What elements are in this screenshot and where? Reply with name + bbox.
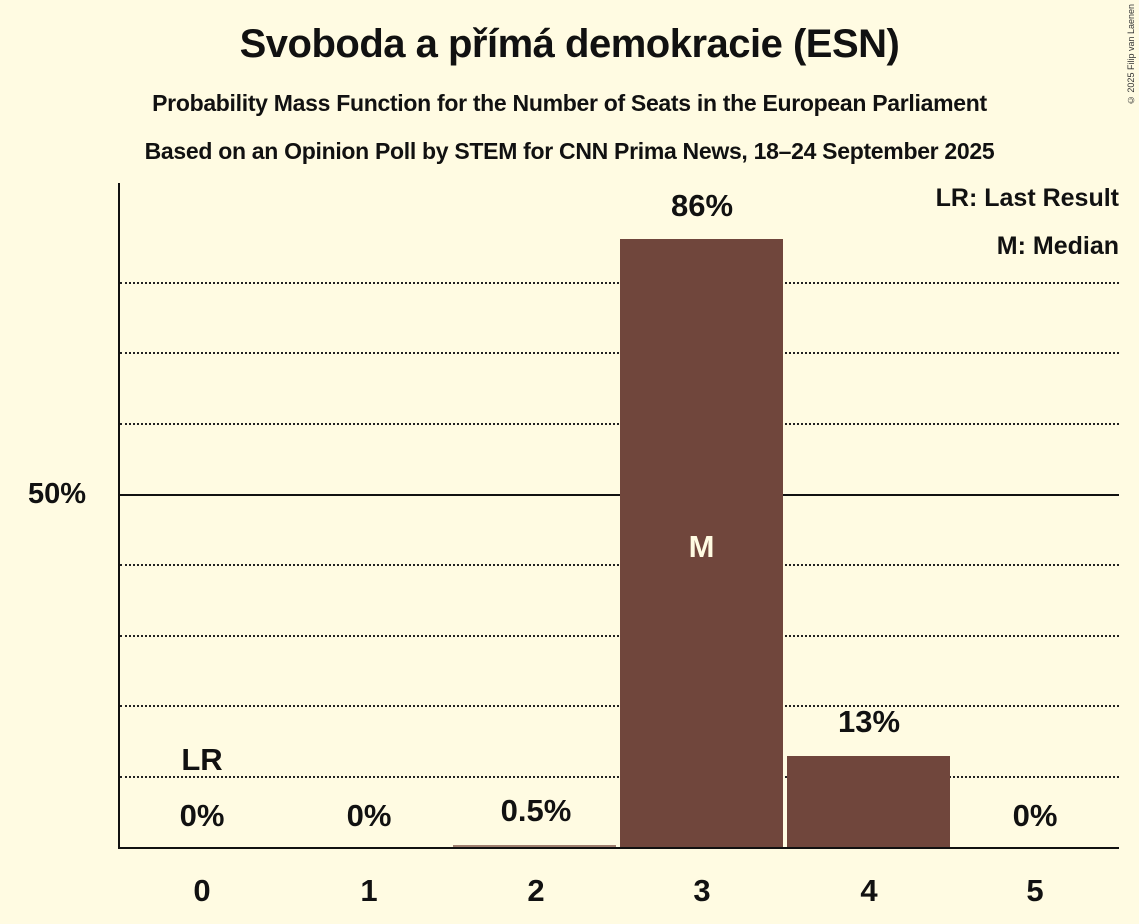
bar-2 — [453, 845, 616, 848]
value-label-4: 13% — [837, 704, 901, 739]
bar-4 — [787, 756, 950, 848]
x-tick-4: 4 — [860, 873, 878, 908]
x-tick-3: 3 — [693, 873, 711, 908]
last-result-marker: LR — [181, 742, 223, 777]
legend-last-result: LR: Last Result — [935, 184, 1119, 212]
x-axis — [118, 847, 1119, 849]
x-tick-2: 2 — [527, 873, 545, 908]
gridline-30 — [120, 635, 1119, 637]
value-label-2: 0.5% — [500, 793, 572, 828]
legend-median: M: Median — [996, 232, 1119, 260]
median-marker: M — [688, 529, 715, 564]
value-label-3: 86% — [670, 188, 734, 223]
gridline-60 — [120, 423, 1119, 425]
y-axis — [118, 183, 120, 849]
x-tick-5: 5 — [1026, 873, 1044, 908]
x-tick-0: 0 — [193, 873, 211, 908]
y-tick-50: 50% — [28, 478, 87, 510]
gridline-20 — [120, 705, 1119, 707]
chart-source: Based on an Opinion Poll by STEM for CNN… — [144, 138, 995, 164]
value-label-1: 0% — [346, 798, 392, 833]
x-tick-1: 1 — [360, 873, 378, 908]
copyright: © 2025 Filip van Laenen — [1126, 4, 1136, 106]
value-label-0: 0% — [179, 798, 225, 833]
gridline-10 — [120, 776, 1119, 778]
bar-3 — [620, 239, 783, 848]
gridline-50 — [120, 494, 1119, 496]
gridline-70 — [120, 352, 1119, 354]
chart-title: Svoboda a přímá demokracie (ESN) — [239, 22, 900, 66]
gridline-80 — [120, 282, 1119, 284]
gridline-40 — [120, 564, 1119, 566]
chart-subtitle: Probability Mass Function for the Number… — [152, 90, 987, 116]
value-label-5: 0% — [1012, 798, 1058, 833]
